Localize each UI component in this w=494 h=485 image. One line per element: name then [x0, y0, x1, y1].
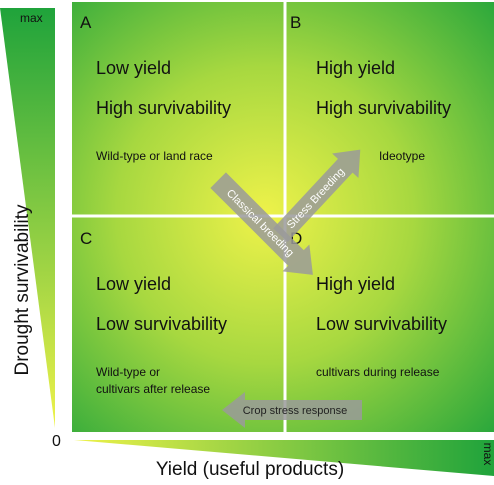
yield-text: Low yield: [96, 274, 171, 294]
description: cultivars after release: [96, 382, 210, 396]
quadrant-letter: A: [80, 13, 92, 32]
quadrant-letter: B: [290, 13, 301, 32]
y-label: Drought survivability: [12, 204, 33, 376]
x-wedge: [74, 440, 494, 476]
description: Wild-type or land race: [96, 149, 213, 163]
x-max: max: [481, 443, 494, 466]
yield-text: High yield: [316, 58, 395, 78]
description: Ideotype: [379, 149, 425, 163]
survivability-text: High survivability: [316, 98, 451, 118]
yield-text: High yield: [316, 274, 395, 294]
origin: 0: [52, 433, 61, 450]
y-max: max: [20, 11, 43, 25]
description: cultivars during release: [316, 365, 440, 379]
survivability-text: Low survivability: [96, 314, 227, 334]
arrow-response: Crop stress response: [222, 392, 362, 428]
y-wedge: [0, 8, 55, 428]
survivability-text: High survivability: [96, 98, 231, 118]
yield-text: Low yield: [96, 58, 171, 78]
arrow-label: Crop stress response: [243, 405, 348, 417]
description: Wild-type or: [96, 365, 160, 379]
survivability-text: Low survivability: [316, 314, 447, 334]
quadrant-letter: C: [80, 229, 92, 248]
x-label: Yield (useful products): [156, 459, 344, 480]
